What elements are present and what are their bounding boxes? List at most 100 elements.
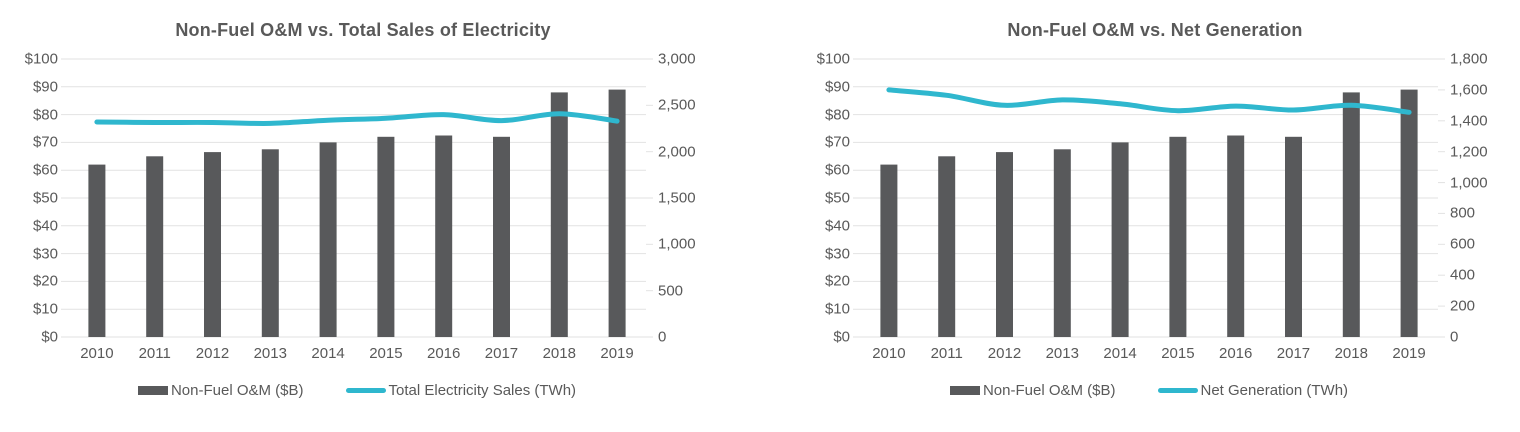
legend-label-bar: Non-Fuel O&M ($B) xyxy=(170,382,304,399)
x-tick-label-2017: 2017 xyxy=(1276,345,1311,362)
x-tick-label-2019: 2019 xyxy=(1392,345,1426,362)
y-left-tick-label: $90 xyxy=(824,78,850,96)
bar-2018 xyxy=(1342,92,1360,338)
legend-label-bar: Non-Fuel O&M ($B) xyxy=(982,382,1116,399)
y-right-tick-label: 200 xyxy=(1450,297,1476,315)
line-swatch-icon xyxy=(1157,388,1198,393)
y-left-tick-label: $80 xyxy=(32,106,58,124)
legend-item-bar: Non-Fuel O&M ($B) xyxy=(949,382,1116,399)
y-right-tick-label: 1,800 xyxy=(1450,50,1488,68)
x-tick-label-2013: 2013 xyxy=(253,345,287,362)
x-tick-label-2019: 2019 xyxy=(600,345,634,362)
x-axis: 2010 2011 2012 2013 2014 2015 2016 2017 2018 2019 xyxy=(68,345,646,362)
bar-2010 xyxy=(88,164,106,337)
bar-2011 xyxy=(938,156,956,337)
plot-holder xyxy=(61,58,653,338)
y-left-tick-label: $30 xyxy=(824,245,850,263)
x-tick-label-2015: 2015 xyxy=(1161,345,1195,362)
y-right-tick-label: 1,400 xyxy=(1450,112,1488,130)
plot-area xyxy=(61,58,653,338)
bar-2019 xyxy=(608,89,626,337)
line-series xyxy=(886,87,1412,115)
y-left-tick-label: $70 xyxy=(32,133,58,151)
line-swatch-icon xyxy=(345,388,386,393)
y-left-tick-label: $90 xyxy=(32,78,58,96)
x-tick-label-2014: 2014 xyxy=(311,345,345,362)
bar-2011 xyxy=(146,156,164,337)
bar-2019 xyxy=(1400,89,1418,337)
plot-area xyxy=(853,58,1445,338)
bar-2010 xyxy=(880,164,898,337)
plot-row: $100 $90 $80 $70 $60 $50 $40 $30 $20 $10 $0 3,000 2… xyxy=(6,51,760,346)
chart-title: Non-Fuel O&M vs. Net Generation xyxy=(1007,20,1303,40)
y-axis-left-dollars: $100 $90 $80 $70 $60 $50 $40 $30 $20 $10 $0 xyxy=(6,51,68,346)
legend: Non-Fuel O&M ($B) Total Electricity Sale… xyxy=(137,382,576,399)
y-right-tick-label: 2,000 xyxy=(658,143,696,161)
bar-2012 xyxy=(996,152,1013,337)
chart-title: Non-Fuel O&M vs. Total Sales of Electric… xyxy=(175,20,551,40)
x-tick-label-2016: 2016 xyxy=(1218,345,1253,362)
chart-total-sales: Non-Fuel O&M vs. Total Sales of Electric… xyxy=(6,20,760,399)
bar-2015 xyxy=(377,136,395,337)
y-axis-right-twh: 1,800 1,600 1,400 1,200 1,000 800 600 400 200 0 xyxy=(1438,51,1512,346)
legend-item-bar: Non-Fuel O&M ($B) xyxy=(137,382,304,399)
bar-2017 xyxy=(1285,136,1302,337)
bar-swatch-icon xyxy=(949,386,980,395)
x-axis: 2010 2011 2012 2013 2014 2015 2016 2017 2018 2019 xyxy=(860,345,1438,362)
y-right-tick-label: 500 xyxy=(658,282,684,300)
y-left-tick-label: $80 xyxy=(824,106,850,124)
y-left-tick-label: $70 xyxy=(824,133,850,151)
x-tick-label-2013: 2013 xyxy=(1045,345,1079,362)
bar-2018 xyxy=(550,92,568,338)
y-left-tick-label: $20 xyxy=(824,272,850,290)
y-left-tick-label: $10 xyxy=(32,300,58,318)
y-right-tick-label: 1,600 xyxy=(1450,81,1488,99)
y-right-tick-label: 1,000 xyxy=(1450,174,1488,192)
bar-2012 xyxy=(204,152,221,337)
y-left-tick-label: $100 xyxy=(24,50,58,68)
y-left-tick-label: $10 xyxy=(824,300,850,318)
x-tick-label-2018: 2018 xyxy=(1334,345,1368,362)
y-left-tick-label: $40 xyxy=(32,217,58,235)
bar-2013 xyxy=(261,149,279,337)
y-left-tick-label: $60 xyxy=(824,161,850,179)
y-left-tick-label: $100 xyxy=(816,50,850,68)
y-left-tick-label: $30 xyxy=(32,245,58,263)
y-right-tick-label: 2,500 xyxy=(658,96,696,114)
y-left-tick-label: $50 xyxy=(32,189,58,207)
bar-2014 xyxy=(1111,142,1129,337)
x-tick-label-2012: 2012 xyxy=(195,345,230,362)
legend-row: Non-Fuel O&M ($B) Net Generation (TWh) xyxy=(860,382,1438,399)
y-right-tick-label: 3,000 xyxy=(658,50,696,68)
y-right-tick-label: 400 xyxy=(1450,266,1476,284)
y-axis-right-twh: 3,000 2,500 2,000 1,500 1,000 500 0 xyxy=(646,51,720,346)
x-tick-label-2015: 2015 xyxy=(369,345,403,362)
y-left-tick-label: $0 xyxy=(41,328,58,346)
x-tick-label-2011: 2011 xyxy=(930,345,963,362)
bar-2016 xyxy=(435,135,453,337)
legend-label-line: Net Generation (TWh) xyxy=(1200,382,1349,399)
y-right-tick-label: 1,200 xyxy=(1450,143,1488,161)
x-tick-label-2010: 2010 xyxy=(872,345,906,362)
bar-2014 xyxy=(319,142,337,337)
y-right-tick-label: 0 xyxy=(1450,328,1459,346)
x-tick-label-2011: 2011 xyxy=(138,345,171,362)
x-tick-label-2016: 2016 xyxy=(426,345,461,362)
bar-swatch-icon xyxy=(137,386,168,395)
legend-item-line: Total Electricity Sales (TWh) xyxy=(345,382,576,399)
plot-row: $100 $90 $80 $70 $60 $50 $40 $30 $20 $10 $0 1,800 1… xyxy=(798,51,1520,346)
y-right-tick-label: 600 xyxy=(1450,235,1476,253)
y-right-tick-label: 1,000 xyxy=(658,235,696,253)
bar-2016 xyxy=(1227,135,1245,337)
y-left-tick-label: $60 xyxy=(32,161,58,179)
bar-2017 xyxy=(493,136,510,337)
x-tick-label-2012: 2012 xyxy=(987,345,1022,362)
y-left-tick-label: $40 xyxy=(824,217,850,235)
x-tick-label-2014: 2014 xyxy=(1103,345,1137,362)
y-left-tick-label: $0 xyxy=(833,328,850,346)
legend: Non-Fuel O&M ($B) Net Generation (TWh) xyxy=(949,382,1349,399)
y-right-tick-label: 0 xyxy=(658,328,667,346)
y-right-tick-label: 800 xyxy=(1450,204,1476,222)
y-axis-left-dollars: $100 $90 $80 $70 $60 $50 $40 $30 $20 $10 $0 xyxy=(798,51,860,346)
chart-net-generation: Non-Fuel O&M vs. Net Generation $100 $90 $… xyxy=(760,0,1520,432)
